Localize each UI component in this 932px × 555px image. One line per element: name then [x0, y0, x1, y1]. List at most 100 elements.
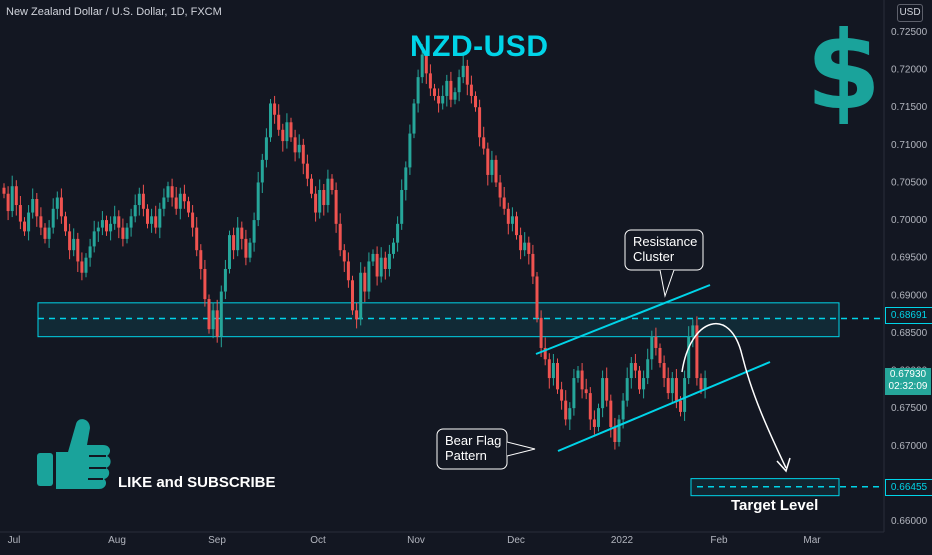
candle-body [117, 216, 121, 228]
candle-body [547, 359, 551, 379]
candle-body [23, 221, 26, 232]
target-price-label: 0.66455 [885, 479, 932, 496]
candle-body [457, 77, 461, 93]
candle-body [133, 205, 137, 217]
candle-body [428, 73, 432, 89]
candle-body [51, 208, 55, 228]
candle-body [113, 216, 117, 224]
candle-body [125, 227, 129, 239]
candle-body [342, 250, 346, 262]
x-tick-label: Sep [208, 535, 226, 546]
candle-body [609, 400, 613, 427]
candle-body [105, 220, 108, 232]
candle-body [100, 220, 104, 228]
candle-body [527, 242, 531, 254]
candle-body [551, 363, 555, 379]
y-tick-label: 0.72500 [891, 27, 928, 38]
candle-body [543, 347, 547, 360]
projection-arrow [681, 323, 787, 469]
candle-body [662, 363, 666, 379]
candle-body [461, 65, 465, 78]
candle-body [310, 178, 313, 194]
candle-body [330, 178, 334, 190]
y-tick-label: 0.72000 [891, 65, 928, 76]
candle-body [646, 359, 650, 379]
candle-body [109, 223, 113, 232]
candle-body [182, 193, 186, 202]
candle-body [433, 88, 436, 96]
last-price-label: 0.67930 02:32:09 [885, 368, 931, 395]
candle-body [482, 137, 486, 149]
candle-body [68, 231, 72, 251]
candle-body [420, 54, 424, 78]
candle-body [297, 144, 301, 153]
candle-body [269, 103, 272, 138]
x-tick-label: Dec [507, 535, 525, 546]
candle-body [445, 80, 449, 96]
x-tick-label: Feb [710, 535, 728, 546]
candle-body [383, 257, 387, 269]
candle-body [359, 272, 363, 320]
candle-body [96, 227, 100, 232]
candle-body [18, 205, 22, 222]
candle-body [625, 378, 629, 401]
candle-body [195, 227, 199, 251]
candle-body [601, 378, 605, 409]
candle-body [80, 261, 84, 273]
candle-body [674, 378, 678, 401]
currency-badge[interactable]: USD [897, 4, 923, 22]
candle-body [424, 54, 428, 74]
candle-body [59, 197, 63, 217]
candle-body [72, 238, 76, 251]
candle-body [683, 378, 687, 412]
candle-body [305, 163, 309, 179]
y-tick-label: 0.70000 [891, 215, 928, 226]
candle-body [314, 193, 318, 213]
y-tick-label: 0.69500 [891, 253, 928, 264]
candle-body [539, 317, 543, 348]
candle-body [588, 393, 592, 420]
candle-body [498, 182, 502, 198]
like-subscribe-text: LIKE and SUBSCRIBE [118, 474, 276, 491]
candle-body [490, 159, 494, 175]
candle-body [363, 272, 367, 292]
candle-body [617, 419, 621, 443]
candle-body [572, 378, 576, 409]
candle-body [375, 253, 379, 277]
candle-body [465, 65, 469, 85]
candle-body [519, 235, 523, 251]
candle-body [27, 212, 31, 232]
candle-body [437, 95, 441, 104]
candle-body [478, 107, 482, 138]
candle-body [564, 400, 568, 420]
candle-body [215, 310, 219, 337]
flag-upper-line[interactable] [535, 284, 711, 355]
candle-body [654, 336, 658, 348]
countdown-value: 02:32:09 [888, 381, 928, 392]
candle-body [199, 250, 203, 269]
flag-lower-line[interactable] [557, 361, 771, 452]
y-tick-label: 0.66000 [891, 516, 928, 527]
candle-body [400, 189, 404, 224]
candle-body [351, 280, 354, 311]
y-tick-label: 0.71000 [891, 140, 928, 151]
candle-body [621, 400, 625, 420]
candle-body [633, 363, 637, 371]
candle-body [510, 216, 514, 224]
candle-body [691, 325, 695, 337]
x-tick-label: Nov [407, 535, 425, 546]
candle-body [285, 122, 289, 142]
candle-body [642, 378, 646, 390]
candle-body [10, 186, 14, 212]
y-tick-label: 0.71500 [891, 102, 928, 113]
candle-body [568, 408, 572, 420]
candle-body [613, 426, 617, 443]
candle-body [252, 220, 256, 243]
candle-body [679, 400, 682, 412]
candle-body [207, 299, 211, 330]
candle-body [387, 253, 391, 269]
candle-body [584, 389, 588, 394]
resistance-zone[interactable] [37, 302, 840, 338]
